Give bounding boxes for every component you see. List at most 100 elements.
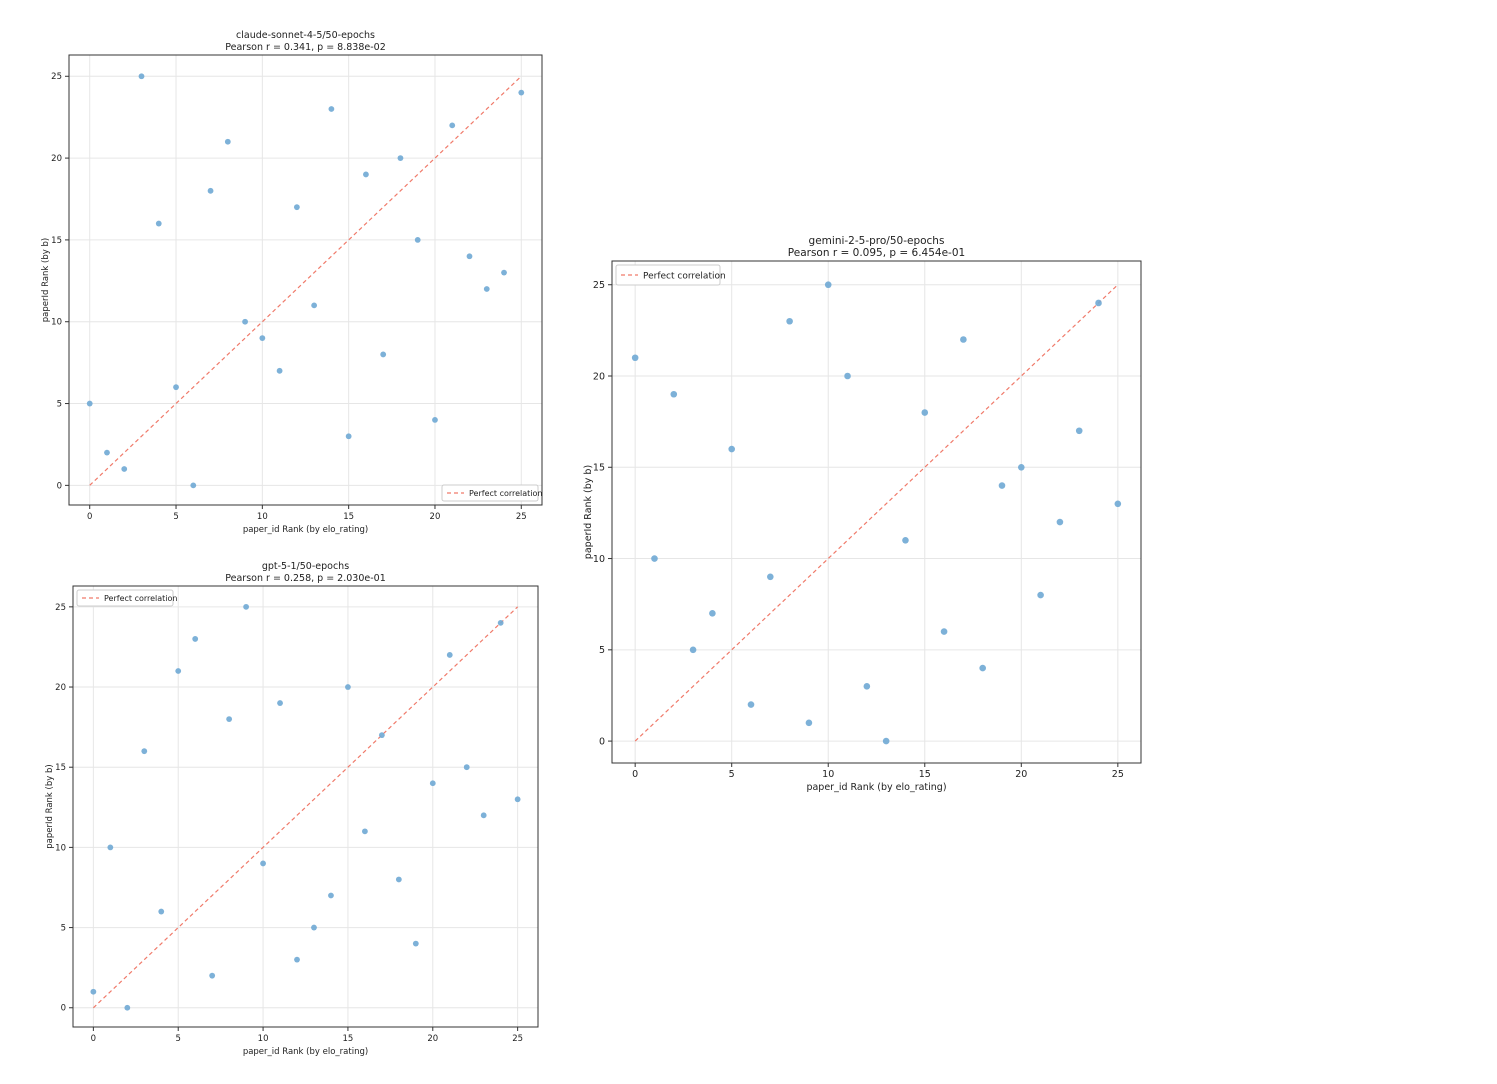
scatter-point bbox=[378, 732, 385, 739]
y-axis-label: paperId Rank (by b) bbox=[45, 764, 55, 848]
scatter-point bbox=[107, 844, 114, 851]
scatter-point bbox=[449, 122, 456, 129]
scatter-point bbox=[277, 700, 283, 706]
scatter-point bbox=[483, 286, 490, 292]
scatter-point bbox=[363, 171, 369, 178]
scatter-point bbox=[243, 603, 250, 610]
scatter-point bbox=[767, 573, 774, 581]
legend: Perfect correlation bbox=[441, 484, 543, 502]
x-tick-label: 10 bbox=[822, 769, 834, 780]
legend-box bbox=[615, 264, 721, 286]
scatter-point bbox=[158, 908, 165, 915]
legend: Perfect correlation bbox=[615, 264, 726, 286]
scatter-point bbox=[863, 683, 871, 690]
x-tick-label: 5 bbox=[173, 512, 178, 522]
scatter-point bbox=[466, 253, 473, 260]
y-axis-label: paperId Rank (by b) bbox=[41, 238, 51, 322]
y-tick-label: 0 bbox=[57, 481, 62, 491]
scatter-point bbox=[175, 668, 182, 674]
scatter-point bbox=[260, 860, 266, 867]
perfect-correlation-line bbox=[634, 284, 1119, 742]
scatter-point bbox=[480, 812, 487, 819]
plot-frame bbox=[611, 260, 1142, 764]
y-tick-label: 25 bbox=[593, 280, 605, 291]
y-tick-label: 20 bbox=[51, 154, 62, 164]
scatter-point bbox=[747, 701, 755, 708]
legend-box bbox=[76, 589, 174, 607]
y-tick-label: 5 bbox=[599, 645, 605, 656]
y-tick-label: 20 bbox=[593, 371, 605, 382]
scatter-point bbox=[1056, 518, 1064, 526]
y-tick-label: 5 bbox=[61, 924, 66, 934]
scatter-point bbox=[397, 155, 404, 161]
scatter-point bbox=[979, 664, 986, 672]
scatter-point bbox=[446, 652, 453, 658]
scatter-point bbox=[224, 138, 231, 145]
scatter-point bbox=[104, 449, 110, 456]
scatter-point bbox=[276, 367, 283, 374]
y-tick-label: 5 bbox=[57, 400, 62, 410]
scatter-point bbox=[294, 956, 300, 963]
scatter-point bbox=[940, 628, 948, 635]
legend-label: Perfect correlation bbox=[643, 271, 726, 281]
plot-frame bbox=[68, 54, 543, 506]
x-tick-label: 25 bbox=[516, 512, 527, 522]
scatter-point bbox=[709, 610, 716, 617]
scatter-point bbox=[173, 384, 179, 391]
y-tick-label: 10 bbox=[55, 843, 66, 853]
y-tick-label: 25 bbox=[55, 603, 66, 613]
scatter-point bbox=[90, 988, 97, 995]
scatter-point bbox=[429, 780, 436, 787]
scatter-point bbox=[960, 336, 967, 343]
x-tick-label: 25 bbox=[512, 1034, 523, 1044]
legend-label: Perfect correlation bbox=[104, 594, 178, 603]
scatter-point bbox=[259, 335, 266, 341]
x-axis-label: paper_id Rank (by elo_rating) bbox=[243, 525, 368, 535]
scatter-point bbox=[155, 220, 162, 227]
y-tick-label: 15 bbox=[593, 463, 605, 474]
scatter-point bbox=[463, 764, 470, 771]
scatter-point bbox=[293, 204, 300, 211]
scatter-point bbox=[141, 748, 148, 755]
scatter-point bbox=[190, 482, 197, 489]
x-tick-label: 0 bbox=[632, 769, 638, 780]
y-tick-label: 15 bbox=[51, 236, 62, 246]
x-axis-label: paper_id Rank (by elo_rating) bbox=[806, 782, 946, 793]
scatter-point bbox=[345, 433, 352, 440]
perfect-correlation-line bbox=[89, 75, 522, 486]
scatter-point bbox=[328, 106, 335, 112]
scatter-point bbox=[328, 892, 334, 899]
scatter-point bbox=[1114, 500, 1122, 508]
perfect-correlation-line bbox=[92, 606, 519, 1009]
y-tick-label: 0 bbox=[61, 1004, 66, 1014]
y-tick-label: 15 bbox=[55, 763, 66, 773]
chart-subtitle: Pearson r = 0.341, p = 8.838e-02 bbox=[225, 42, 386, 53]
x-tick-label: 10 bbox=[258, 1034, 269, 1044]
y-tick-label: 20 bbox=[55, 683, 66, 693]
scatter-point bbox=[412, 940, 419, 947]
chart-subtitle: Pearson r = 0.258, p = 2.030e-01 bbox=[225, 573, 386, 584]
scatter-point bbox=[882, 737, 890, 745]
x-tick-label: 5 bbox=[176, 1034, 181, 1044]
scatter-point bbox=[902, 536, 909, 544]
scatter-point bbox=[242, 318, 248, 325]
legend: Perfect correlation bbox=[76, 589, 178, 607]
scatter-point bbox=[138, 73, 145, 80]
legend-box bbox=[441, 484, 539, 502]
scatter-point bbox=[1037, 591, 1044, 599]
plot-frame bbox=[72, 585, 539, 1028]
scatter-point bbox=[395, 876, 402, 883]
scatter-point bbox=[311, 302, 318, 309]
x-tick-label: 15 bbox=[343, 1034, 354, 1044]
scatter-point bbox=[311, 924, 317, 931]
scatter-point bbox=[670, 390, 678, 398]
scatter-point bbox=[1017, 463, 1025, 471]
y-tick-label: 25 bbox=[51, 72, 62, 82]
scatter-point bbox=[805, 719, 813, 727]
y-tick-label: 10 bbox=[593, 554, 605, 565]
scatter-point bbox=[501, 269, 507, 276]
